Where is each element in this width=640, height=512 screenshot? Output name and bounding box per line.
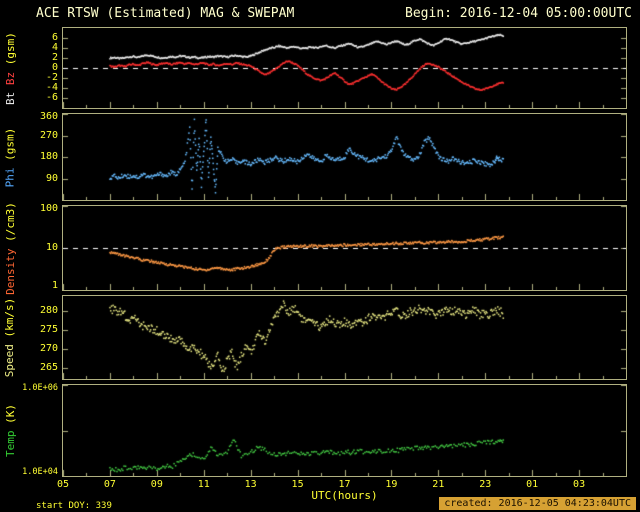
y-tick-label: -2 — [45, 72, 58, 83]
y-tick-label: -6 — [45, 92, 58, 103]
panel-phi — [62, 113, 627, 201]
y-tick-label: 4 — [51, 42, 58, 53]
chart-title: ACE RTSW (Estimated) MAG & SWEPAM — [36, 6, 295, 21]
panel-density-canvas — [63, 206, 626, 290]
x-tick-label: 09 — [150, 479, 163, 490]
created-badge: created: 2016-12-05 04:23:04UTC — [439, 497, 636, 510]
x-axis-title: UTC(hours) — [311, 489, 378, 502]
x-tick-label: 15 — [291, 479, 304, 490]
x-tick-label: 13 — [244, 479, 257, 490]
y-tick-label: 265 — [39, 361, 58, 373]
panel-temp-canvas — [63, 385, 626, 476]
x-tick-label: 23 — [479, 479, 492, 490]
x-tick-label: 19 — [385, 479, 398, 490]
panel-bt-bz-canvas — [63, 28, 626, 108]
y-tick-label: 270 — [39, 129, 58, 141]
y-tick-label: 90 — [45, 172, 58, 184]
y-tick-label: 1 — [51, 280, 58, 291]
x-tick-label: 01 — [526, 479, 539, 490]
panel-temp — [62, 384, 627, 477]
ylabel-part-temp: Temp — [3, 430, 17, 458]
y-tick-label: 6 — [51, 32, 58, 43]
y-tick-label: 270 — [39, 342, 58, 354]
panel-phi-canvas — [63, 114, 626, 200]
x-tick-label: 11 — [197, 479, 210, 490]
ylabel-temp: Temp (K) — [2, 384, 18, 477]
x-tick-label: 07 — [103, 479, 116, 490]
y-tick-label: 0 — [51, 62, 58, 73]
y-tick-label: 275 — [39, 323, 58, 335]
y-tick-label: 1.0E+06 — [22, 383, 58, 393]
y-tick-label: 100 — [39, 203, 58, 214]
x-tick-label: 05 — [56, 479, 70, 490]
x-tick-label: 21 — [432, 479, 445, 490]
panel-density — [62, 205, 627, 291]
y-tick-label: -4 — [45, 82, 58, 93]
ylabel-part-kms: (km/s) — [3, 297, 17, 345]
panel-speed — [62, 295, 627, 380]
y-tick-label: 280 — [39, 305, 58, 317]
panel-bt-bz — [62, 27, 627, 109]
y-tick-label: 360 — [39, 111, 58, 122]
begin-timestamp: Begin: 2016-12-04 05:00:00UTC — [405, 6, 632, 21]
y-tick-label: 180 — [39, 151, 58, 162]
ylabel-part-k: (K) — [3, 404, 17, 431]
panel-speed-canvas — [63, 296, 626, 379]
x-tick-label: 03 — [573, 479, 586, 490]
start-doy-label: start DOY: 339 — [36, 501, 112, 511]
x-tick-label: 17 — [338, 479, 351, 490]
y-tick-label: 2 — [51, 52, 58, 63]
y-tick-label: 1.0E+04 — [22, 467, 58, 477]
y-tick-label: 10 — [45, 242, 58, 253]
ylabel-temp-text: Temp (K) — [4, 404, 17, 457]
